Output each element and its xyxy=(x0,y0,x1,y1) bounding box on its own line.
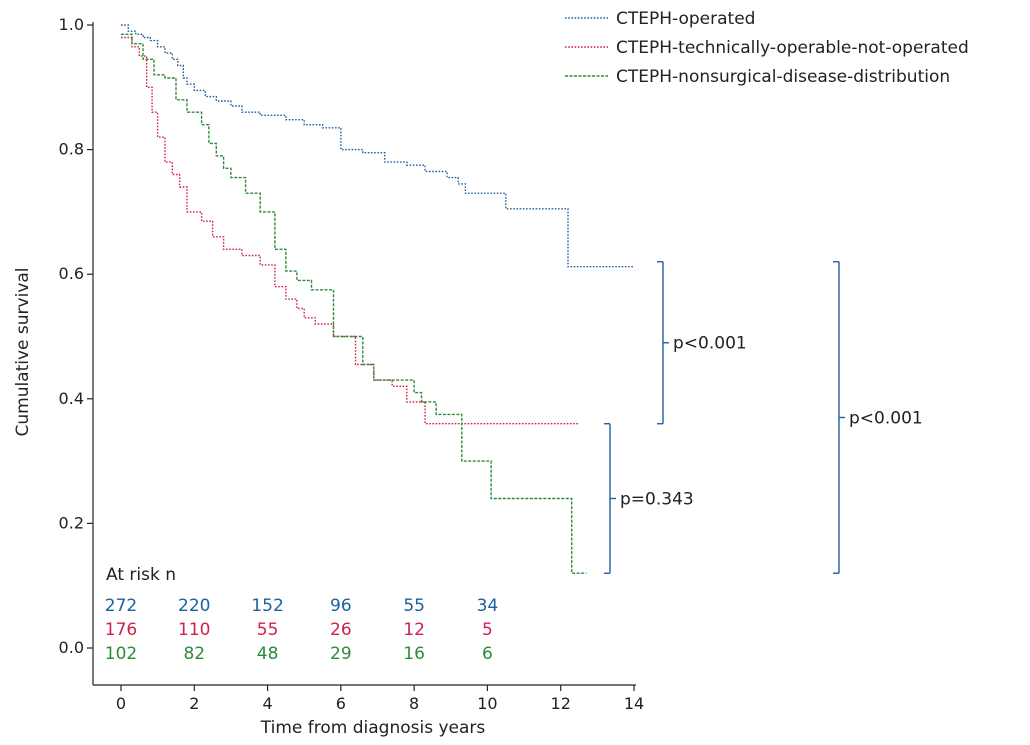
y-tick-label: 1.0 xyxy=(59,15,84,34)
at-risk-value: 16 xyxy=(403,644,425,664)
at-risk-value: 110 xyxy=(178,620,210,640)
y-axis-title: Cumulative survival xyxy=(13,267,33,436)
x-tick-label: 12 xyxy=(551,694,571,713)
at-risk-value: 12 xyxy=(403,620,425,640)
at-risk-title: At risk n xyxy=(106,565,176,585)
legend-label-1: CTEPH-operated xyxy=(616,9,755,29)
series-line-1 xyxy=(121,24,634,268)
at-risk-table: At risk n 272 220 152 96 55 34 176 110 55 26 12 5 102… xyxy=(105,565,498,664)
series-line-3 xyxy=(121,33,587,574)
axes: 0.0 0.2 0.4 0.6 0.8 1.0 0 2 4 6 8 10 12 14 xyxy=(59,15,645,713)
at-risk-value: 55 xyxy=(257,620,279,640)
x-axis-title: Time from diagnosis years xyxy=(260,718,486,738)
at-risk-value: 34 xyxy=(477,596,499,616)
x-tick-label: 4 xyxy=(262,694,272,713)
at-risk-value: 272 xyxy=(105,596,137,616)
legend-label-2: CTEPH-technically-operable-not-operated xyxy=(616,38,969,58)
y-tick-label: 0.6 xyxy=(59,264,84,283)
at-risk-value: 96 xyxy=(330,596,352,616)
at-risk-value: 5 xyxy=(482,620,493,640)
legend-label-3: CTEPH-nonsurgical-disease-distribution xyxy=(616,67,950,87)
y-tick-label: 0.2 xyxy=(59,513,84,532)
at-risk-value: 176 xyxy=(105,620,137,640)
y-tick-label: 0.8 xyxy=(59,140,84,159)
at-risk-value: 82 xyxy=(183,644,205,664)
y-tick-label: 0.4 xyxy=(59,389,84,408)
at-risk-value: 220 xyxy=(178,596,210,616)
legend: CTEPH-operated CTEPH-technically-operable… xyxy=(565,9,969,87)
at-risk-value: 55 xyxy=(403,596,425,616)
p-value-label: p=0.343 xyxy=(620,489,694,509)
series-lines xyxy=(121,24,634,574)
x-tick-label: 8 xyxy=(409,694,419,713)
at-risk-value: 152 xyxy=(251,596,283,616)
p-value-brackets: p<0.001 p=0.343 p<0.001 xyxy=(604,261,923,574)
at-risk-value: 6 xyxy=(482,644,493,664)
at-risk-value: 26 xyxy=(330,620,352,640)
x-tick-label: 10 xyxy=(477,694,497,713)
x-tick-label: 2 xyxy=(189,694,199,713)
x-tick-label: 0 xyxy=(116,694,126,713)
y-tick-label: 0.0 xyxy=(59,638,84,657)
p-value-label: p<0.001 xyxy=(849,408,923,428)
series-line-2 xyxy=(121,36,579,425)
at-risk-value: 102 xyxy=(105,644,137,664)
at-risk-value: 29 xyxy=(330,644,352,664)
x-tick-label: 6 xyxy=(336,694,346,713)
p-value-label: p<0.001 xyxy=(673,334,747,354)
x-tick-label: 14 xyxy=(624,694,644,713)
at-risk-value: 48 xyxy=(257,644,279,664)
